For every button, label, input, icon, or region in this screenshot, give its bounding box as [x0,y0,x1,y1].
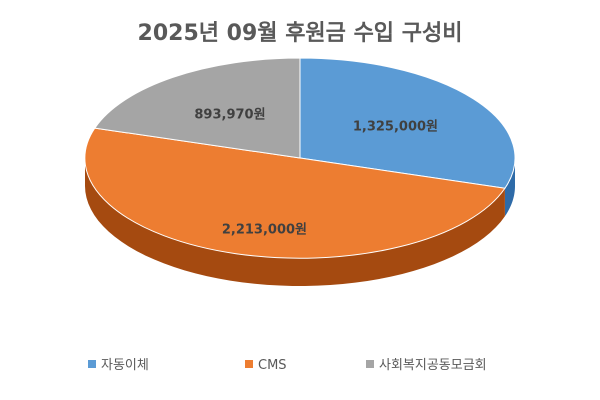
legend-swatch-auto-transfer [88,360,96,368]
legend: 자동이체 CMS 사회복지공동모금회 [88,358,487,373]
legend-swatch-community-chest [366,360,374,368]
pie-side-cms [85,158,505,286]
pie-side-auto-transfer [504,158,515,217]
legend-swatch-cms [245,360,253,368]
legend-label-auto-transfer: 자동이체 [101,358,149,373]
pie-slice-community-chest [93,57,301,159]
pie-slice-auto-transfer [299,57,516,189]
data-label-cms: 2,213,000원 [222,222,307,237]
pie-slice-cms [84,127,506,259]
data-label-community-chest: 893,970원 [194,108,265,123]
data-label-auto-transfer: 1,325,000원 [353,120,438,135]
pie-slices [84,57,516,259]
legend-label-cms: CMS [258,358,287,373]
chart-title: 2025년 09월 후원금 수입 구성비 [138,21,463,46]
legend-label-community-chest: 사회복지공동모금회 [379,358,487,373]
data-labels: 1,325,000원 2,213,000원 893,970원 [194,108,438,238]
pie-depth [85,158,515,286]
